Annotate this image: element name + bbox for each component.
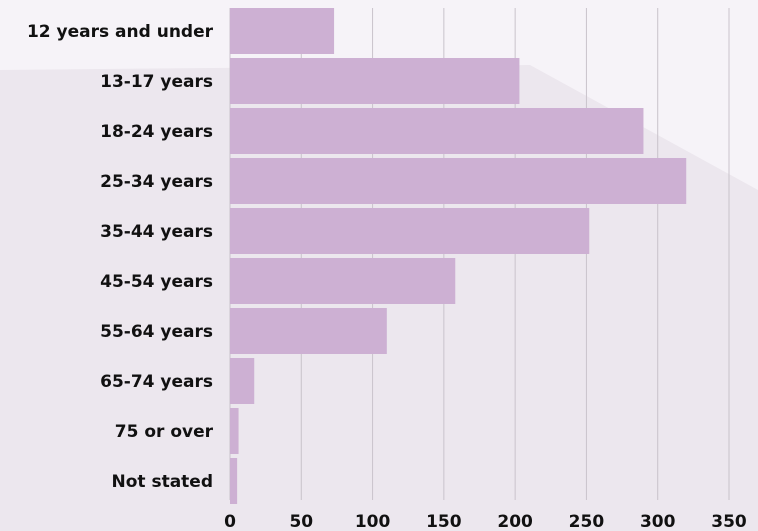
x-tick-label-50: 50 [289,512,313,531]
bars [230,8,687,504]
category-label-9: 75 or over [115,422,214,442]
bar-9 [230,408,239,454]
bar-7 [230,308,387,354]
x-tick-label-200: 200 [497,512,533,531]
category-label-10: Not stated [112,472,214,492]
bar-6 [230,258,456,304]
category-label-8: 65-74 years [100,372,213,392]
bar-3 [230,108,644,154]
x-axis-tick-labels: 0 50 100 150 200 250 300 350 [224,512,747,531]
category-label-4: 25-34 years [100,172,213,192]
category-label-5: 35-44 years [100,222,213,242]
category-label-2: 13-17 years [100,72,213,92]
category-label-7: 55-64 years [100,322,213,342]
bar-2 [230,58,520,104]
x-tick-label-0: 0 [224,512,236,531]
bar-5 [230,208,590,254]
background-decoration [0,0,758,190]
category-label-6: 45-54 years [100,272,213,292]
category-labels: 12 years and under 13-17 years 18-24 years… [27,22,214,492]
category-label-3: 18-24 years [100,122,213,142]
category-label-1: 12 years and under [27,22,214,42]
bar-4 [230,158,687,204]
bar-8 [230,358,255,404]
x-tick-label-150: 150 [426,512,462,531]
bar-1 [230,8,335,54]
x-tick-label-300: 300 [640,512,676,531]
x-tick-label-350: 350 [711,512,747,531]
x-tick-label-250: 250 [569,512,605,531]
bar-10 [230,458,238,504]
x-tick-label-100: 100 [355,512,391,531]
